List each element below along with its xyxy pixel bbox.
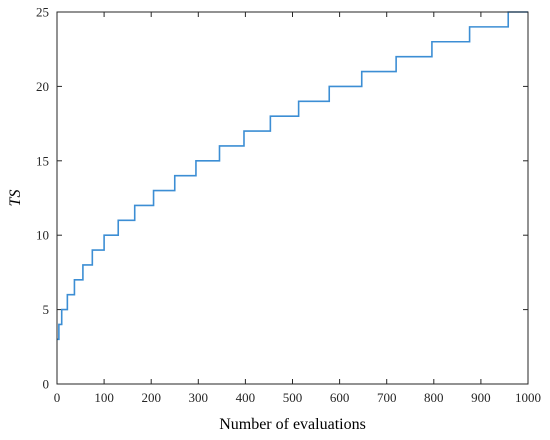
x-tick-label: 700: [377, 390, 397, 405]
x-tick-label: 200: [141, 390, 161, 405]
x-tick-label: 900: [471, 390, 491, 405]
tick-labels-group: 0 100 200 300 400 500 600 700 800 900 1000 0 5 10 15 20…: [36, 5, 541, 406]
x-tick-label: 500: [283, 390, 303, 405]
x-tick-label: 100: [94, 390, 114, 405]
plot-frame: [56, 11, 529, 385]
x-tick-label: 800: [424, 390, 444, 405]
x-tick-label: 400: [236, 390, 256, 405]
plot-background: [57, 12, 528, 384]
x-axis-label: Number of evaluations: [219, 416, 366, 433]
y-tick-label: 20: [36, 79, 49, 94]
x-tick-label: 600: [330, 390, 350, 405]
series-line: [57, 11, 528, 341]
y-tick-label: 0: [43, 377, 50, 392]
y-tick-label: 10: [36, 228, 49, 243]
x-tick-label: 1000: [515, 390, 541, 405]
y-tick-label: 15: [36, 153, 49, 168]
x-tick-label: 300: [189, 390, 209, 405]
y-tick-label: 25: [36, 5, 49, 20]
y-tick-label: 5: [43, 302, 50, 317]
x-tick-label: 0: [54, 390, 61, 405]
y-axis-label: TS: [7, 190, 24, 207]
